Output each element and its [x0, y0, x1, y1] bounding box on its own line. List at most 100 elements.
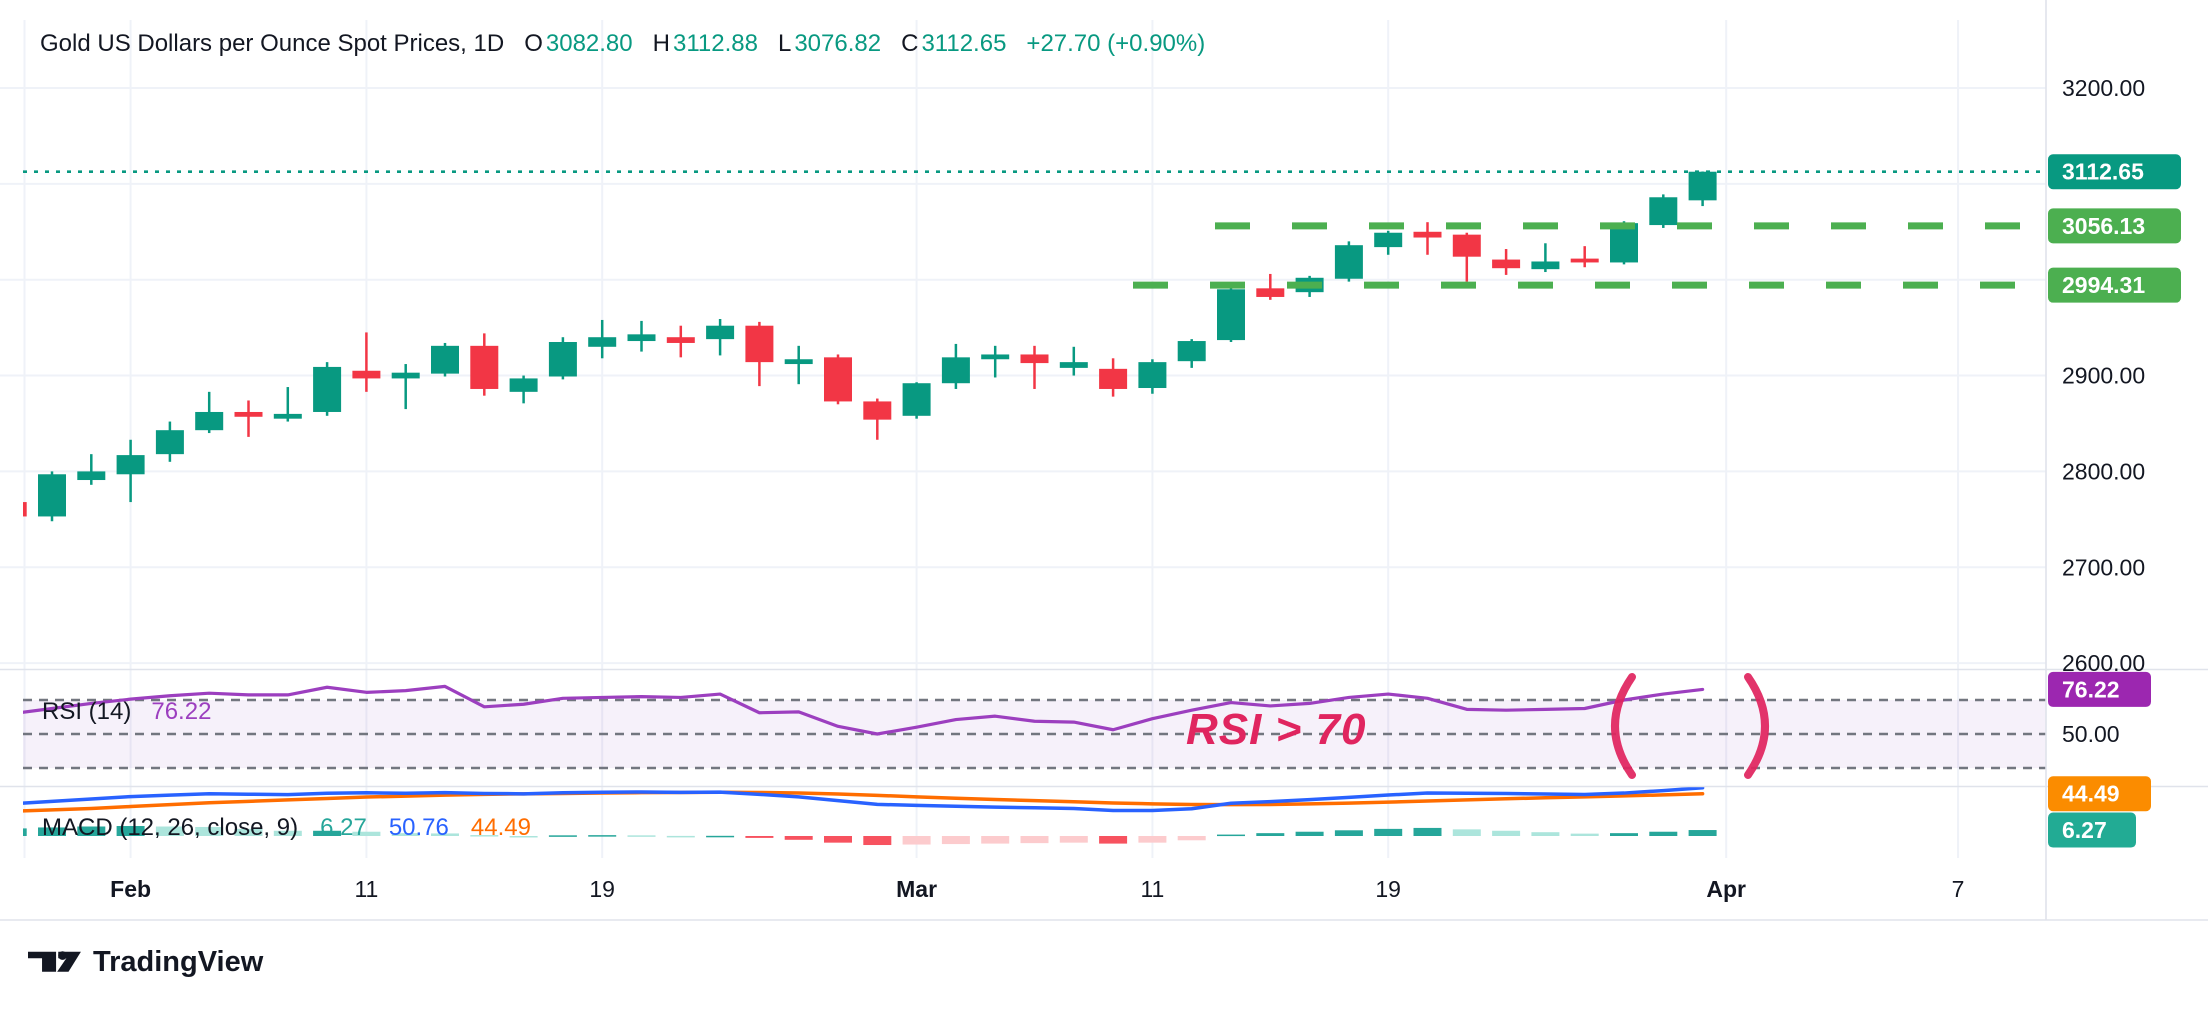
candle-body: [234, 411, 263, 417]
candle: [1020, 345, 1049, 389]
candle-body: [1492, 259, 1521, 269]
candle-body: [116, 455, 145, 475]
rsi-line: [23, 684, 1705, 736]
candle: [1452, 232, 1481, 282]
macd-histogram-bar: [1177, 836, 1206, 841]
time-axis-label: 7: [1952, 876, 1965, 902]
candle-body: [1374, 232, 1403, 248]
rsi-value: 76.22: [151, 698, 212, 725]
macd-histogram-bar: [23, 828, 27, 836]
macd-histogram-bar: [1295, 831, 1324, 836]
candle-body: [1099, 368, 1128, 389]
candle-body: [352, 370, 381, 379]
macd-histogram-bar: [1688, 830, 1717, 836]
high-label: H: [652, 30, 670, 57]
symbol-header[interactable]: Gold US Dollars per Ounce Spot Prices, 1…: [40, 30, 1205, 58]
time-axis-label: 11: [1140, 876, 1164, 902]
macd-histogram-bar: [1334, 830, 1363, 836]
candle: [1138, 359, 1167, 394]
macd-histogram-bar: [313, 830, 342, 836]
candle-body: [1413, 231, 1442, 238]
ohlc-high: H 3112.88: [653, 30, 758, 58]
candle: [509, 375, 538, 404]
candle-body: [38, 474, 66, 517]
macd-histogram-bar: [116, 826, 145, 836]
badge-label: 3056.13: [2062, 213, 2145, 239]
badge-label: 6.27: [2062, 817, 2107, 843]
macd-signal-line: [23, 790, 1705, 813]
macd-line-value: 50.76: [388, 814, 449, 841]
candle: [1217, 286, 1245, 343]
candle: [234, 400, 263, 437]
candle: [313, 362, 342, 416]
vertical-gridlines: [23, 20, 1960, 858]
low-value: 3076.82: [794, 30, 882, 57]
candle-body: [627, 334, 656, 342]
badge-label: 3112.65: [2062, 159, 2144, 185]
candle-body: [1688, 171, 1717, 201]
candle: [431, 342, 459, 377]
candle-body: [195, 411, 224, 431]
candle-body: [548, 342, 577, 377]
price-axis-label: 2900.00: [2062, 363, 2145, 389]
candle-body: [981, 354, 1010, 360]
badge-background: [2048, 812, 2136, 848]
rsi-annotation-text[interactable]: RSI > 70: [1186, 705, 1367, 754]
candle: [666, 325, 695, 358]
badge-background: [2048, 671, 2151, 707]
candle-body: [77, 471, 106, 481]
candle-body: [1452, 234, 1481, 257]
rsi-axis-label: 50.00: [2062, 721, 2120, 747]
candle: [941, 343, 970, 389]
candle-body: [784, 359, 813, 365]
macd-histogram-bar: [745, 836, 774, 838]
candle: [1334, 241, 1363, 282]
candle: [863, 398, 892, 440]
candles: [23, 171, 1717, 522]
macd-histogram-bar: [431, 833, 459, 836]
axis-badge-76.22: 76.22: [2048, 671, 2151, 707]
candle-body: [824, 357, 852, 402]
macd-histogram-bar: [1020, 836, 1049, 844]
macd-legend[interactable]: MACD (12, 26, close, 9) 6.27 50.76 44.49: [42, 814, 531, 842]
macd-histogram-bar: [1492, 830, 1521, 836]
candle-body: [1177, 341, 1206, 362]
candle: [1099, 358, 1128, 397]
candle-body: [391, 372, 420, 379]
candle: [745, 321, 774, 387]
rsi-legend[interactable]: RSI (14) 76.22: [42, 698, 211, 726]
time-axis-label: Apr: [1706, 876, 1746, 902]
macd-histogram-bar: [234, 828, 263, 836]
axis-badge-6.27: 6.27: [2048, 812, 2136, 848]
candle-body: [1059, 362, 1088, 368]
low-label: L: [777, 30, 792, 57]
macd-histogram-bar: [627, 835, 656, 837]
tradingview-logo-text: TradingView: [93, 945, 264, 978]
rsi-name: RSI (14): [42, 698, 132, 725]
macd-histogram-bar: [273, 830, 302, 836]
candle-body: [155, 430, 184, 455]
annotation-parenthesis-right[interactable]: [1744, 673, 1769, 779]
annotation-parenthesis-left[interactable]: [1611, 673, 1636, 779]
macd-histogram: [23, 826, 1717, 846]
candle: [981, 345, 1010, 378]
axis-badge-44.49: 44.49: [2048, 776, 2151, 812]
candle: [1374, 230, 1403, 255]
candle: [1570, 246, 1599, 268]
candle: [588, 319, 617, 359]
candle: [352, 332, 381, 392]
time-axis-label: 19: [589, 876, 615, 902]
price-axis-label: 2700.00: [2062, 554, 2145, 580]
macd-histogram-bar: [195, 826, 224, 836]
tradingview-logo[interactable]: TradingView: [28, 944, 263, 980]
macd-histogram-bar: [824, 836, 852, 843]
macd-histogram-bar: [863, 836, 892, 846]
candle: [391, 364, 420, 410]
macd-histogram-value: 6.27: [320, 814, 367, 841]
candle-body: [1138, 362, 1167, 389]
macd-signal-value: 44.49: [470, 814, 531, 841]
macd-histogram-bar: [981, 836, 1010, 844]
macd-histogram-bar: [155, 826, 184, 836]
candle-body: [431, 345, 459, 374]
